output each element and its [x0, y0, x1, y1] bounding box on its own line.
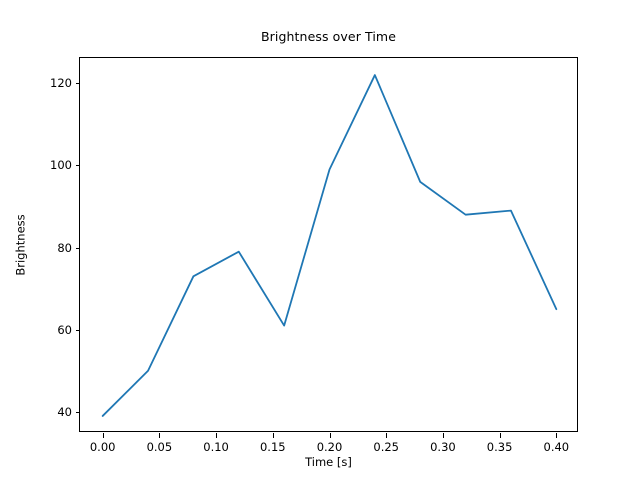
- x-tick-mark: [442, 433, 444, 438]
- x-tick-mark: [102, 433, 104, 438]
- x-tick-label: 0.20: [316, 440, 343, 454]
- y-tick-mark: [75, 247, 80, 249]
- x-tick-label: 0.25: [373, 440, 400, 454]
- y-tick-label: 40: [57, 404, 72, 419]
- line-series-svg: [101, 74, 558, 417]
- x-tick-mark: [386, 433, 388, 438]
- x-tick-label: 0.35: [486, 440, 513, 454]
- x-tick-mark: [499, 433, 501, 438]
- y-axis-label: Brightness: [13, 57, 29, 432]
- y-tick-mark: [75, 329, 80, 331]
- x-tick-label: 0.05: [146, 440, 173, 454]
- y-tick-mark: [75, 83, 80, 85]
- x-tick-mark: [329, 433, 331, 438]
- x-tick-mark: [556, 433, 558, 438]
- y-tick-mark: [75, 165, 80, 167]
- y-tick-label: 120: [50, 76, 72, 91]
- x-tick-label: 0.15: [259, 440, 286, 454]
- y-axis-label-text: Brightness: [14, 213, 29, 276]
- y-tick-label: 100: [50, 158, 72, 173]
- x-tick-label: 0.10: [203, 440, 229, 454]
- x-tick-label: 0.40: [543, 440, 570, 454]
- plot-area: 40 60 80 100 120 0.00 0.05 0.10 0.15 0.20 0.25 0.3…: [50, 57, 578, 454]
- x-tick-label: 0.00: [89, 440, 116, 454]
- brightness-line: [101, 74, 558, 417]
- x-tick-mark: [159, 433, 161, 438]
- chart-title: Brightness over Time: [261, 29, 396, 44]
- y-tick-mark: [75, 411, 80, 413]
- x-tick-mark: [216, 433, 218, 438]
- x-axis-label: Time [s]: [305, 455, 352, 469]
- x-tick-label: 0.30: [430, 440, 456, 454]
- y-tick-label: 60: [57, 322, 72, 337]
- x-tick-mark: [272, 433, 274, 438]
- y-tick-label: 80: [57, 240, 72, 255]
